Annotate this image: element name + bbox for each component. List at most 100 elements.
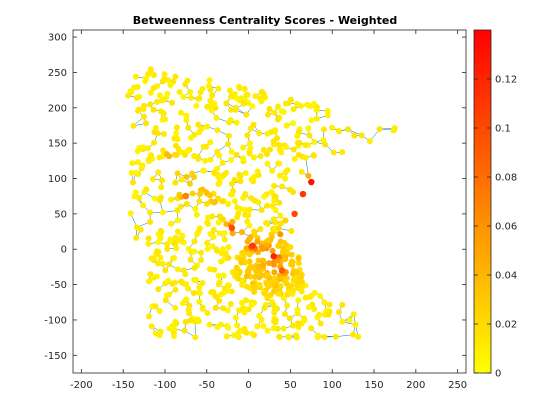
network-node — [265, 283, 272, 290]
network-node — [260, 262, 267, 269]
y-tick-label: 200 — [48, 103, 67, 114]
network-node — [210, 226, 217, 233]
network-node — [155, 286, 162, 293]
network-node — [335, 309, 342, 316]
network-node — [235, 275, 242, 282]
network-node — [261, 193, 268, 200]
network-node — [174, 266, 181, 273]
network-node — [218, 291, 225, 298]
network-node — [258, 316, 265, 323]
network-node — [190, 290, 197, 297]
network-node — [139, 144, 146, 151]
network-node — [156, 307, 163, 314]
network-node — [183, 201, 190, 208]
network-node — [157, 233, 164, 240]
network-node — [255, 257, 262, 264]
network-node — [350, 331, 357, 338]
network-node — [240, 100, 247, 107]
network-node — [178, 278, 185, 285]
network-node — [326, 301, 333, 308]
x-tick-label: 150 — [364, 380, 383, 391]
network-node — [263, 151, 270, 158]
network-node — [221, 236, 228, 243]
network-node — [195, 95, 202, 102]
network-node — [151, 139, 158, 146]
network-node — [187, 94, 194, 101]
network-node — [231, 176, 238, 183]
network-node — [304, 101, 311, 108]
network-node — [265, 111, 272, 118]
network-node — [207, 231, 214, 238]
network-node — [256, 281, 263, 288]
network-node — [172, 179, 179, 186]
network-node — [336, 128, 343, 135]
x-tick-label: -150 — [112, 380, 135, 391]
network-node — [143, 186, 150, 193]
colorbar-tick-label: 0.02 — [495, 320, 517, 331]
colorbar-tick-label: 0 — [495, 369, 501, 380]
network-node — [308, 325, 315, 332]
network-node — [165, 277, 172, 284]
network-node — [277, 231, 284, 238]
network-node — [186, 180, 193, 187]
network-node — [282, 169, 289, 176]
network-node — [285, 99, 292, 106]
network-node — [332, 333, 339, 340]
network-node — [278, 220, 285, 227]
network-node — [145, 156, 152, 163]
network-node — [245, 212, 252, 219]
network-node — [269, 203, 276, 210]
network-node — [288, 258, 295, 265]
network-node — [156, 197, 163, 204]
y-tick-label: 0 — [61, 245, 67, 256]
network-node — [155, 249, 162, 256]
network-node — [173, 236, 180, 243]
network-node — [222, 250, 229, 257]
network-node — [271, 269, 278, 276]
network-node — [286, 315, 293, 322]
network-node — [196, 290, 203, 297]
network-node — [237, 178, 244, 185]
network-node — [225, 132, 232, 139]
x-axis-ticks: -200 -150 -100 -50 0 50 100 150 200 250 — [70, 30, 467, 391]
network-node — [191, 153, 198, 160]
network-node — [193, 102, 200, 109]
network-node — [220, 305, 227, 312]
network-node — [274, 135, 281, 142]
network-node — [139, 162, 146, 169]
network-node — [258, 207, 265, 214]
network-node — [162, 267, 169, 274]
network-node — [173, 130, 180, 137]
network-node — [172, 286, 179, 293]
network-node — [355, 333, 362, 340]
network-node — [285, 333, 292, 340]
network-node — [127, 210, 134, 217]
network-node — [146, 278, 153, 285]
network-node — [195, 121, 202, 128]
network-node — [282, 217, 289, 224]
network-node — [156, 332, 163, 339]
network-node — [305, 304, 312, 311]
colorbar-ticks: 0 0.02 0.04 0.06 0.08 0.1 0.12 — [474, 75, 517, 380]
network-node — [147, 152, 154, 159]
network-node — [207, 97, 214, 104]
network-node — [197, 89, 204, 96]
network-node — [276, 242, 283, 249]
network-node — [133, 234, 140, 241]
network-node — [205, 220, 212, 227]
network-node — [325, 311, 332, 318]
network-node — [290, 120, 297, 127]
network-node — [330, 149, 337, 156]
network-node — [274, 257, 281, 264]
network-node — [241, 85, 248, 92]
network-node — [243, 273, 250, 280]
network-node — [284, 302, 291, 309]
network-node — [184, 147, 191, 154]
network-node — [314, 314, 321, 321]
network-node — [211, 266, 218, 273]
network-node — [285, 244, 292, 251]
plot-area: -200 -150 -100 -50 0 50 100 150 200 250 -150-100-… — [44, 29, 467, 391]
network-node — [339, 318, 346, 325]
network-node — [216, 179, 223, 186]
network-node — [320, 137, 327, 144]
